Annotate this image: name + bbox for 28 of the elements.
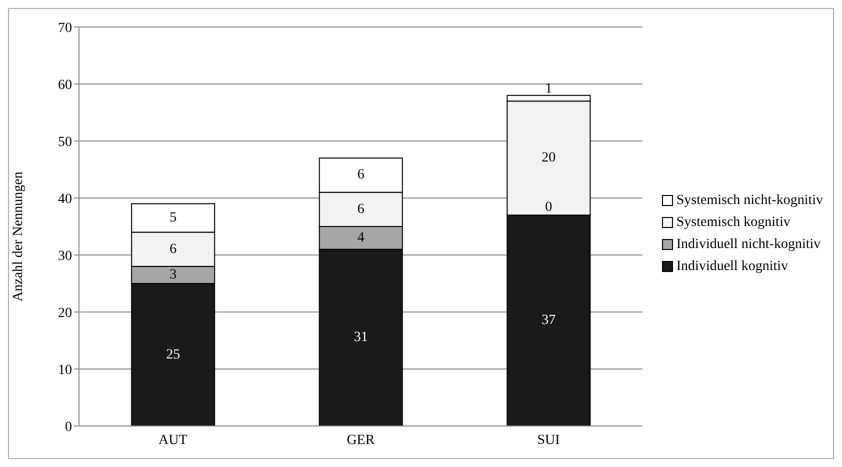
y-tick-label: 50 xyxy=(58,134,72,150)
y-tick-label: 20 xyxy=(58,306,72,321)
legend-label: Individuell nicht-kognitiv xyxy=(676,236,821,252)
legend-label: Systemisch kognitiv xyxy=(676,214,790,230)
data-label: 6 xyxy=(357,202,364,217)
data-label: 37 xyxy=(542,313,556,328)
data-label: 25 xyxy=(166,347,180,362)
x-tick-label: AUT xyxy=(158,432,188,448)
data-label: 4 xyxy=(357,230,364,246)
y-tick-label: 0 xyxy=(65,420,72,435)
y-tick-label: 60 xyxy=(58,78,72,93)
data-label: 5 xyxy=(170,210,177,226)
data-label: 20 xyxy=(542,150,556,166)
y-axis-title: Anzahl der Nennungen xyxy=(10,172,26,302)
y-tick-label: 30 xyxy=(58,248,72,264)
legend-label: Systemisch nicht-kognitiv xyxy=(676,192,823,208)
data-label: 0 xyxy=(545,200,552,216)
legend-label: Individuell kognitiv xyxy=(676,258,788,274)
data-label: 6 xyxy=(170,242,177,257)
data-label: 31 xyxy=(354,330,368,346)
y-tick-label: 40 xyxy=(58,192,72,207)
data-label: 3 xyxy=(170,267,177,282)
data-label: 1 xyxy=(545,81,552,96)
y-tick-label: 70 xyxy=(58,20,72,36)
data-label: 6 xyxy=(357,168,364,183)
x-tick-label: GER xyxy=(346,432,376,448)
x-tick-label: SUI xyxy=(537,432,560,448)
y-tick-label: 10 xyxy=(58,362,72,378)
